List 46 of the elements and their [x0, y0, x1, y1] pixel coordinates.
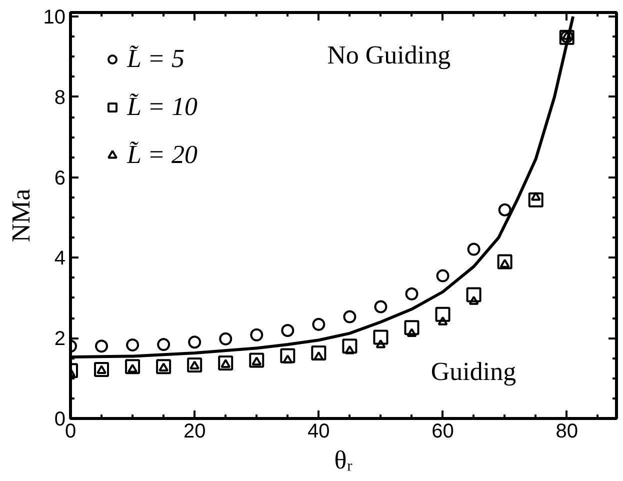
- annotation: No Guiding: [327, 40, 451, 70]
- point: [249, 352, 264, 368]
- y-tick-label: 6: [54, 167, 66, 190]
- legend-label: L̃ = 5: [127, 44, 185, 74]
- point: [218, 356, 234, 371]
- x-tick-label: 20: [183, 420, 206, 442]
- point: [405, 287, 418, 300]
- point: [468, 296, 479, 305]
- y-tick-label: 8: [54, 86, 66, 109]
- y-tick-label: 10: [43, 6, 66, 29]
- point: [343, 310, 356, 324]
- point: [436, 269, 450, 282]
- point: [467, 242, 480, 256]
- point: [312, 318, 326, 331]
- point: [281, 324, 294, 337]
- point: [126, 338, 140, 352]
- point: [156, 359, 172, 374]
- point: [342, 338, 358, 354]
- point: [157, 338, 170, 352]
- x-tick-label: 80: [556, 420, 578, 442]
- point: [250, 328, 264, 342]
- y-tick-label: 2: [54, 328, 66, 350]
- y-tick-label: 4: [54, 248, 66, 270]
- point: [311, 345, 326, 360]
- y-axis-title: NMa: [6, 188, 36, 242]
- point: [374, 300, 388, 314]
- legend-label: L̃ = 10: [127, 92, 198, 122]
- point: [435, 306, 450, 322]
- x-tick-label: 40: [308, 420, 330, 442]
- point: [280, 348, 296, 364]
- point: [373, 330, 388, 345]
- legend-label: L̃ = 20: [127, 140, 198, 170]
- point: [498, 203, 512, 216]
- point: [497, 254, 512, 270]
- point: [466, 287, 482, 302]
- annotation: Guiding: [430, 357, 516, 386]
- x-tick-label: 60: [432, 420, 454, 442]
- point: [95, 340, 108, 353]
- point: [438, 316, 448, 326]
- point: [404, 320, 420, 336]
- point: [125, 359, 140, 374]
- point: [528, 192, 544, 208]
- x-axis-title: θᵣ: [334, 446, 353, 474]
- point: [376, 339, 386, 348]
- point: [219, 332, 232, 346]
- point: [188, 336, 202, 349]
